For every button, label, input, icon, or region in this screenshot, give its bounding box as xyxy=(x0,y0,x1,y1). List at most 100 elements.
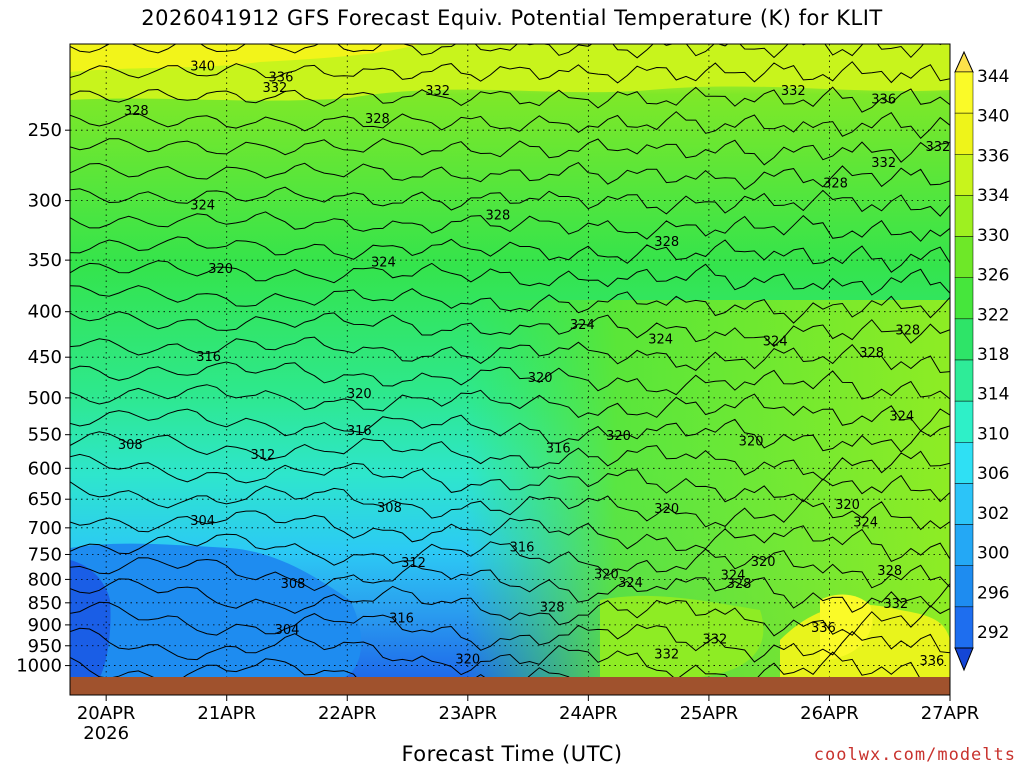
x-tick-label: 26APR xyxy=(800,703,859,724)
colorbar-label: 302 xyxy=(977,504,1009,524)
contour-label: 304 xyxy=(190,514,215,529)
plot-frame xyxy=(69,43,951,696)
x-tick-label: 21APR xyxy=(197,703,256,724)
contour-label: 328 xyxy=(124,104,149,119)
contour-label: 328 xyxy=(823,176,848,191)
chart-title: 2026041912 GFS Forecast Equiv. Potential… xyxy=(141,6,883,30)
contour-label: 320 xyxy=(208,262,233,277)
contour-label: 320 xyxy=(594,568,619,583)
colorbar-bottom-arrow xyxy=(954,647,974,672)
colorbar-label: 306 xyxy=(977,464,1009,484)
y-axis: 2503003504004505005506006507007508008509… xyxy=(16,120,70,677)
credit-link[interactable]: coolwx.com/modelts xyxy=(813,745,1016,765)
contour-label: 320 xyxy=(835,498,860,513)
colorbar-label: 330 xyxy=(977,226,1009,246)
contour-line xyxy=(70,161,950,190)
contour-line xyxy=(70,211,950,242)
colorbar-swatch xyxy=(954,606,974,649)
colorbar-label: 326 xyxy=(977,266,1009,286)
contour-label: 332 xyxy=(926,140,951,155)
x-tick-label: 23APR xyxy=(439,703,498,724)
colorbar-label: 340 xyxy=(977,107,1009,127)
contour-label: 332 xyxy=(703,633,728,648)
colorbar-label: 344 xyxy=(977,67,1009,87)
x-tick-label: 20APR xyxy=(77,703,136,724)
contour-label: 316 xyxy=(546,441,571,456)
y-tick-label: 750 xyxy=(28,544,62,565)
colorbar-label: 318 xyxy=(977,345,1009,365)
y-tick-label: 300 xyxy=(28,191,62,212)
contour-line xyxy=(70,627,920,677)
colorbar-swatch xyxy=(954,359,974,402)
x-axis-label: Forecast Time (UTC) xyxy=(401,742,623,766)
y-tick-label: 450 xyxy=(28,347,62,368)
contour-label: 328 xyxy=(486,209,511,224)
contour-line xyxy=(70,236,950,273)
colorbar-label: 310 xyxy=(977,424,1009,444)
colorbar-swatch xyxy=(954,400,974,443)
contour-label: 328 xyxy=(877,564,902,579)
contour-label: 336 xyxy=(871,93,896,108)
colorbar-swatch xyxy=(954,565,974,608)
y-tick-label: 500 xyxy=(28,388,62,409)
contour-line xyxy=(70,186,950,217)
y-tick-label: 850 xyxy=(28,593,62,614)
field-low-yellow2 xyxy=(820,594,873,660)
contour-label: 328 xyxy=(540,600,565,615)
y-tick-label: 700 xyxy=(28,518,62,539)
contour-label: 324 xyxy=(618,576,643,591)
field-top-yellow xyxy=(70,44,420,72)
colorbar-swatch xyxy=(954,236,974,278)
contour-label: 332 xyxy=(871,156,896,171)
colorbar-swatch xyxy=(954,154,974,196)
contour-line xyxy=(70,578,950,637)
contour-label: 340 xyxy=(190,60,215,75)
field-low-blue xyxy=(70,543,362,677)
contour-line xyxy=(70,111,950,140)
contour-label: 308 xyxy=(281,577,306,592)
contour-label: 324 xyxy=(763,334,788,349)
contour-label: 320 xyxy=(751,555,776,570)
contour-label: 328 xyxy=(859,346,884,361)
x-tick-label: 27APR xyxy=(921,703,980,724)
contour-label: 308 xyxy=(118,438,143,453)
contour-label: 328 xyxy=(727,577,752,592)
contour-label: 328 xyxy=(365,112,390,127)
contour-label: 336 xyxy=(269,70,294,85)
colorbar-swatch xyxy=(954,524,974,566)
contour-lines xyxy=(70,44,950,677)
colorbar-swatch xyxy=(954,483,974,525)
contour-line xyxy=(70,453,950,503)
colorbar-swatch xyxy=(954,277,974,320)
y-tick-label: 900 xyxy=(28,615,62,636)
contour-label: 332 xyxy=(654,648,679,663)
y-tick-label: 650 xyxy=(28,489,62,510)
contour-label: 336 xyxy=(920,654,945,669)
contour-label: 332 xyxy=(425,84,450,99)
contour-label: 304 xyxy=(275,623,300,638)
contour-label: 324 xyxy=(190,199,215,214)
field-low-green-strip xyxy=(600,595,764,677)
contour-line xyxy=(70,61,950,84)
contour-line xyxy=(70,557,950,613)
contour-line xyxy=(70,260,950,296)
y-tick-label: 600 xyxy=(28,458,62,479)
contour-line xyxy=(70,138,950,166)
colorbar-swatch xyxy=(954,318,974,361)
contour-line xyxy=(70,481,950,531)
x-tick-label: 24APR xyxy=(559,703,618,724)
contour-line xyxy=(70,656,570,677)
contour-label: 320 xyxy=(455,653,480,668)
contour-label: 308 xyxy=(377,501,402,516)
ground-strip xyxy=(70,677,950,695)
contour-line xyxy=(70,533,950,589)
contour-label: 324 xyxy=(721,569,746,584)
y-tick-label: 1000 xyxy=(16,656,62,677)
y-tick-label: 250 xyxy=(28,120,62,141)
contour-label: 316 xyxy=(196,350,221,365)
colorbar-swatch xyxy=(954,71,974,114)
field-layer xyxy=(70,44,950,677)
colorbar-top-arrow xyxy=(954,50,974,73)
